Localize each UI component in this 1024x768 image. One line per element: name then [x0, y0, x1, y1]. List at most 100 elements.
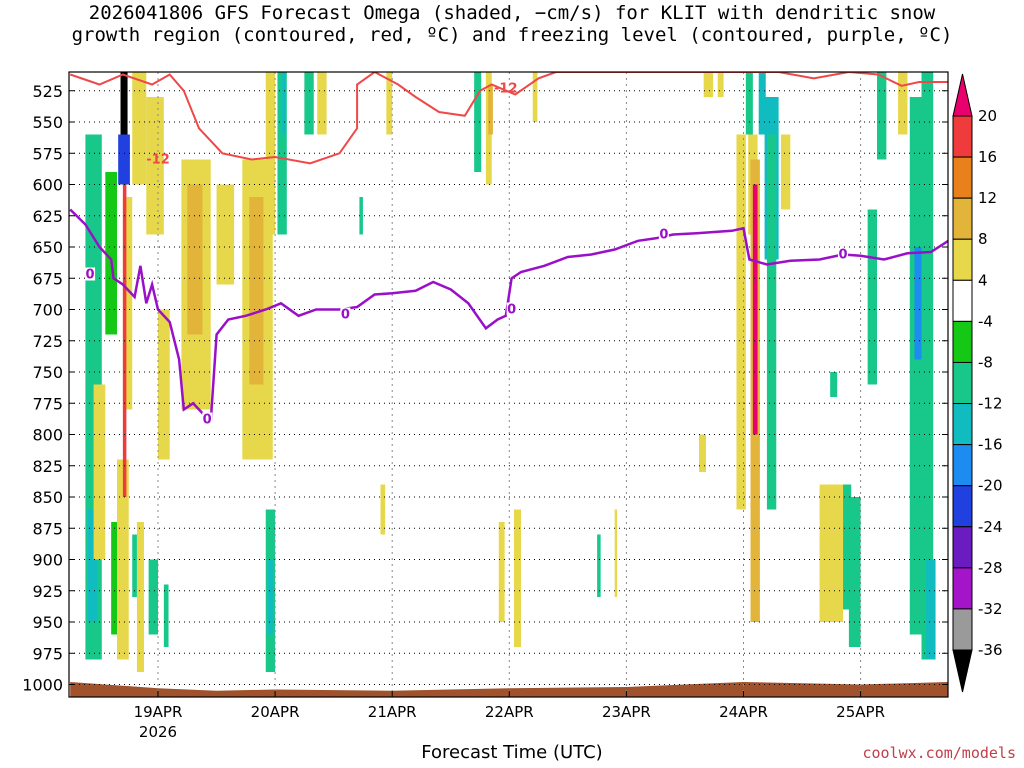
colorbar-band--28 [952, 526, 973, 569]
omega-cell-13 [146, 97, 164, 235]
colorbar-band--16 [952, 403, 973, 446]
omega-cell-58 [898, 72, 908, 135]
colorbar-label--8: -8 [978, 353, 993, 371]
omega-cell-7 [120, 72, 128, 135]
y-tick-label-525: 525 [32, 82, 63, 101]
omega-cell-24 [148, 559, 158, 635]
omega-cell-41 [699, 434, 707, 472]
dgz-contour-line [69, 72, 948, 165]
colorbar-band--12 [952, 361, 973, 405]
omega-cell-11 [136, 522, 144, 672]
omega-cell-60 [914, 247, 922, 360]
y-tick-label-625: 625 [32, 207, 63, 226]
omega-cell-26 [268, 559, 273, 635]
plot-frame [68, 71, 949, 698]
y-tick-label-700: 700 [32, 301, 63, 320]
freezing-label-bg-2 [340, 307, 351, 321]
y-tick-label-850: 850 [32, 488, 63, 507]
omega-cell-12 [132, 534, 137, 597]
y-tick-label-650: 650 [32, 238, 63, 257]
y-tick-label-675: 675 [32, 269, 63, 288]
colorbar-label-16: 16 [978, 148, 997, 166]
y-tick-label-1000: 1000 [22, 676, 63, 695]
colorbar-band-16 [952, 115, 973, 158]
freezing-level-line [69, 208, 948, 425]
colorbar-label--16: -16 [978, 436, 1003, 454]
omega-cell-22 [277, 72, 287, 235]
colorbar-band--32 [952, 567, 973, 610]
x-axis-label: Forecast Time (UTC) [421, 742, 603, 763]
omega-cell-31 [386, 72, 393, 135]
freezing-label-bg-4 [658, 227, 669, 241]
y-tick-label-900: 900 [32, 551, 63, 570]
colorbar-label-20: 20 [978, 107, 997, 125]
omega-cell-48 [758, 72, 766, 135]
dgz-contour-label-0: -12 [146, 153, 170, 168]
x-tick-label-22APR: 22APR [485, 703, 534, 721]
omega-cell-8 [118, 134, 130, 185]
y-tick-label-925: 925 [32, 582, 63, 601]
omega-cell-28 [317, 72, 327, 135]
omega-cell-1 [105, 172, 118, 335]
freezing-contour-label-0: 0 [86, 268, 95, 283]
chart-title-line-2: growth region (contoured, red, ºC) and f… [71, 24, 953, 46]
freezing-contour-label-2: 0 [341, 308, 350, 323]
colorbar-label--4: -4 [978, 312, 993, 330]
omega-cell-6 [117, 459, 129, 660]
y-tick-label-775: 775 [32, 394, 63, 413]
freezing-label-bg-0 [85, 267, 96, 281]
freezing-contour-label-5: 0 [839, 248, 848, 263]
omega-cell-62 [926, 559, 936, 660]
freezing-label-bg-3 [506, 302, 517, 316]
plot-layer: -12 -12 0 0 0 0 0 0 [69, 72, 948, 697]
colorbar-label--36: -36 [978, 641, 1003, 659]
omega-cell-10 [132, 72, 147, 185]
credit-text[interactable]: coolwx.com/models [862, 744, 1016, 762]
x-tick-label-21APR: 21APR [368, 703, 417, 721]
colorbar-band--36 [952, 608, 973, 651]
ground-surface [70, 682, 948, 697]
omega-cell-52 [819, 484, 844, 622]
colorbar-label-8: 8 [978, 230, 988, 248]
y-tick-label-750: 750 [32, 363, 63, 382]
omega-cell-34 [488, 84, 493, 135]
colorbar-top-cap [952, 73, 973, 117]
colorbar-label-4: 4 [978, 271, 988, 289]
omega-cell-43 [736, 134, 746, 510]
colorbar-band--8 [952, 320, 973, 363]
omega-cell-59 [909, 97, 922, 635]
omega-cell-54 [843, 484, 852, 610]
omega-cell-36 [513, 509, 522, 647]
omega-cell-27 [304, 72, 314, 135]
omega-cell-20 [249, 197, 264, 385]
colorbar-band--4 [952, 279, 973, 322]
omega-cell-47 [745, 72, 753, 135]
y-tick-label-875: 875 [32, 519, 63, 538]
freezing-label-bg-1 [202, 412, 213, 426]
y-tick-label-975: 975 [32, 644, 63, 663]
omega-cell-21 [265, 72, 276, 235]
omega-cell-32 [474, 72, 482, 172]
freezing-contour-label-3: 0 [507, 303, 516, 318]
omega-cell-29 [359, 197, 363, 235]
omega-cell-61 [921, 72, 934, 660]
colorbar-label--12: -12 [978, 395, 1003, 413]
omega-cell-40 [703, 72, 714, 97]
y-tick-label-825: 825 [32, 457, 63, 476]
omega-cell-3 [87, 509, 98, 622]
omega-cell-18 [216, 184, 235, 285]
omega-cell-35 [498, 522, 505, 622]
colorbar-label--32: -32 [978, 600, 1003, 618]
dgz-contour-label-1: -12 [494, 81, 518, 96]
colorbar-label--24: -24 [978, 518, 1003, 536]
x-tick-label-25APR: 25APR [836, 703, 885, 721]
colorbar-band--24 [952, 485, 973, 528]
colorbar-label-12: 12 [978, 189, 997, 207]
y-tick-label-725: 725 [32, 332, 63, 351]
omega-cell-56 [867, 209, 877, 385]
omega-cell-39 [614, 509, 618, 597]
y-tick-label-575: 575 [32, 144, 63, 163]
colorbar-band-12 [952, 156, 973, 199]
x-tick-sublabel-19APR: 2026 [139, 723, 177, 741]
colorbar-label--20: -20 [978, 477, 1003, 495]
